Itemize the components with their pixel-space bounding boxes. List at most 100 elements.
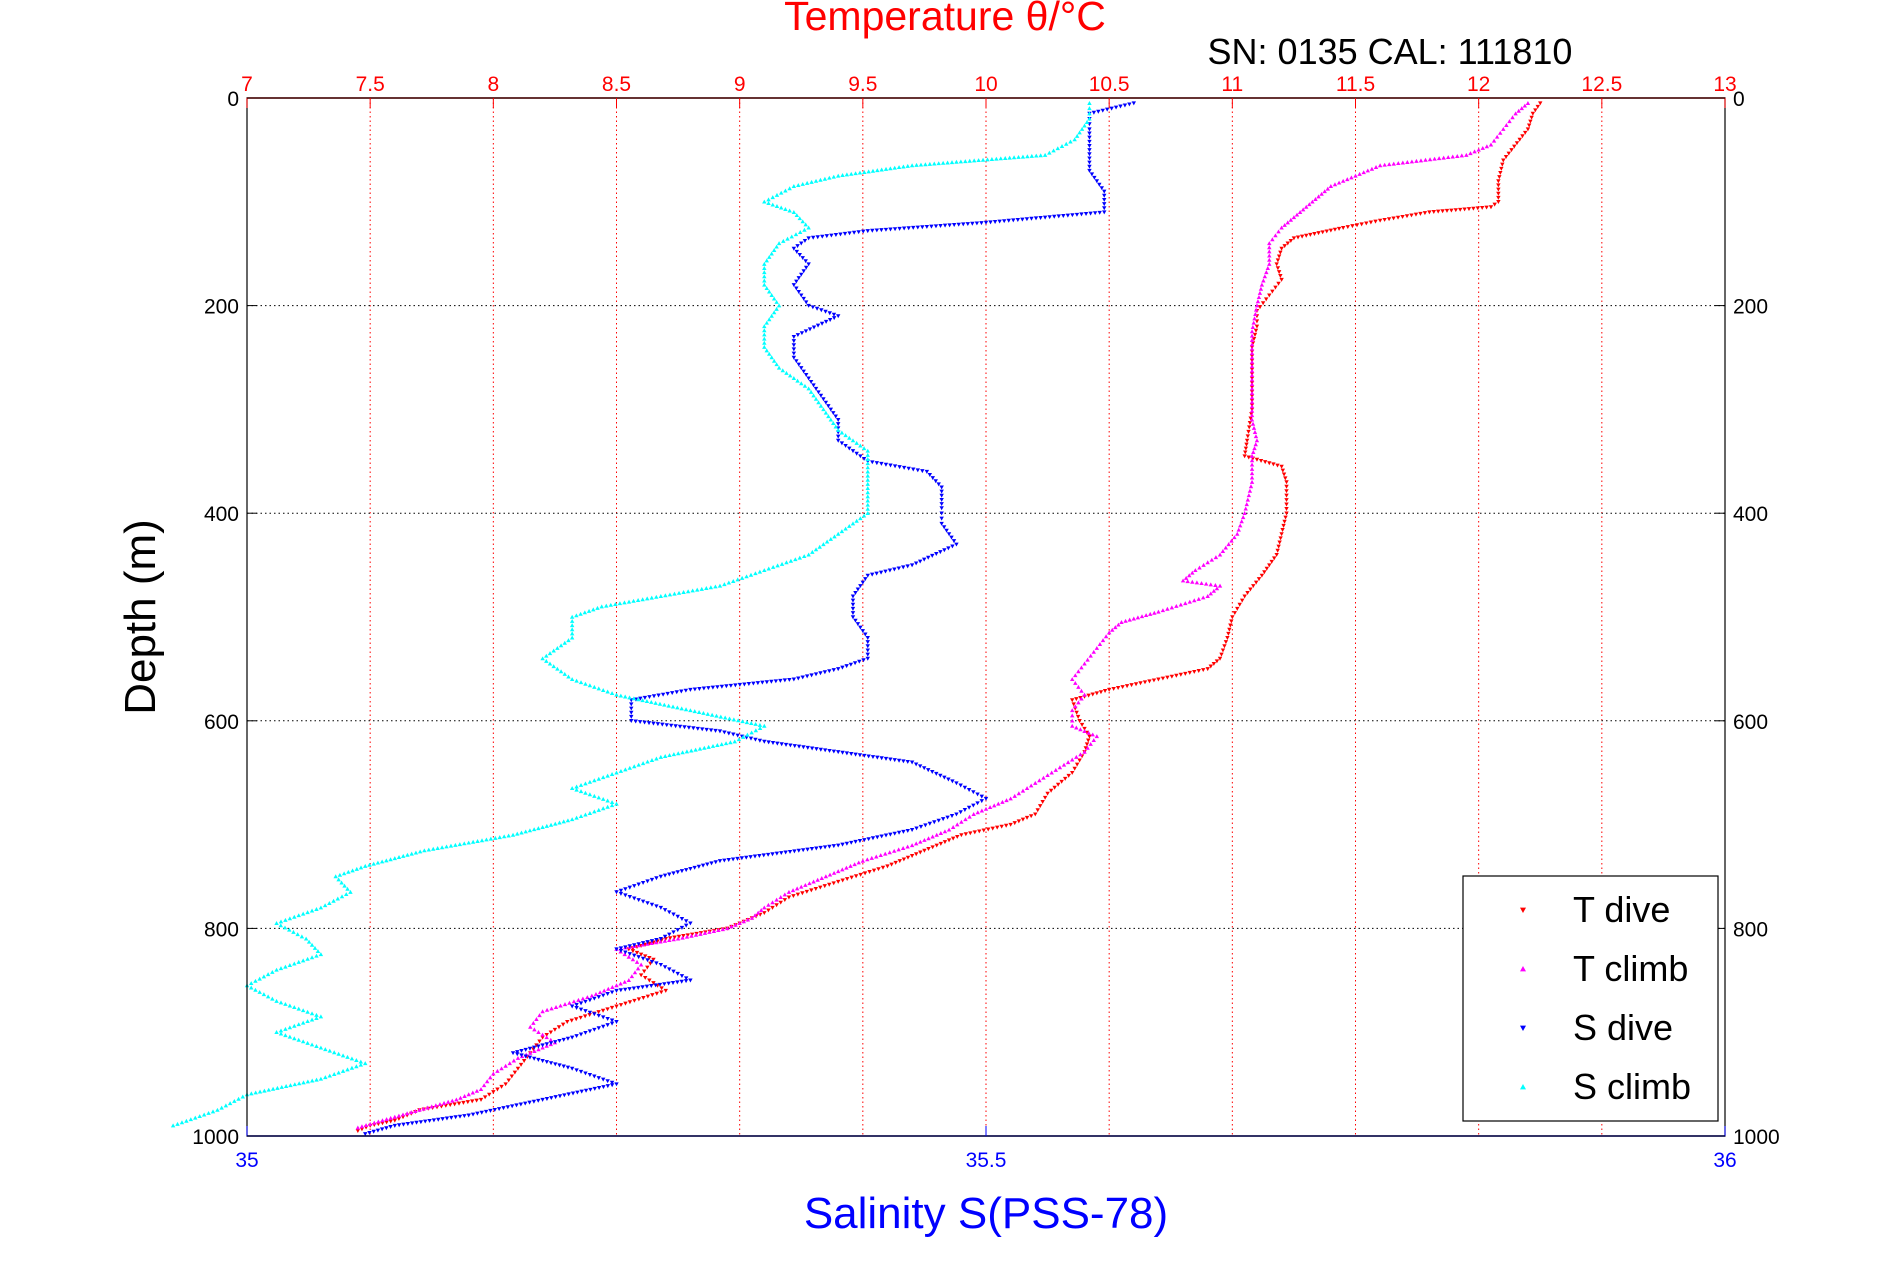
data-point xyxy=(929,224,934,229)
data-point xyxy=(966,787,972,792)
data-point xyxy=(253,978,258,983)
data-point xyxy=(1070,713,1075,718)
data-point xyxy=(578,1007,584,1012)
data-point xyxy=(1160,676,1166,681)
data-point xyxy=(980,157,986,162)
data-point xyxy=(557,1038,562,1043)
data-point xyxy=(436,1117,441,1122)
data-point xyxy=(861,446,867,451)
data-point xyxy=(569,1018,574,1023)
data-point xyxy=(906,226,911,231)
data-point xyxy=(646,721,652,726)
data-point xyxy=(1427,210,1432,215)
data-point xyxy=(655,722,661,727)
data-point xyxy=(632,884,637,889)
legend-marker xyxy=(1520,966,1526,972)
data-point xyxy=(823,410,829,415)
data-point xyxy=(1079,688,1084,693)
data-point xyxy=(717,729,723,734)
data-point xyxy=(762,266,767,270)
data-point xyxy=(1262,570,1267,575)
data-point xyxy=(592,996,597,1001)
data-point xyxy=(766,566,771,571)
data-point xyxy=(335,896,340,901)
data-point xyxy=(1228,623,1233,628)
data-point xyxy=(955,822,960,827)
data-point xyxy=(1304,233,1309,238)
data-point xyxy=(679,925,685,930)
data-point xyxy=(764,348,769,353)
data-point xyxy=(657,701,663,706)
data-point xyxy=(793,557,798,562)
data-point xyxy=(782,678,788,683)
data-point xyxy=(949,814,955,818)
data-point xyxy=(1078,752,1083,757)
data-point xyxy=(497,835,502,840)
data-point xyxy=(562,1002,568,1007)
data-point xyxy=(527,1046,533,1051)
data-point xyxy=(649,941,654,945)
bottom-tick-label: 36 xyxy=(1713,1149,1736,1172)
data-point xyxy=(679,689,684,694)
data-point xyxy=(861,658,866,663)
data-point xyxy=(1178,602,1184,607)
data-point xyxy=(815,877,820,882)
data-point xyxy=(975,792,980,797)
data-point xyxy=(340,1068,346,1073)
data-point xyxy=(288,1083,293,1088)
data-point xyxy=(972,830,978,835)
data-point xyxy=(318,1014,324,1019)
x-axis-label: Salinity S(PSS-78) xyxy=(804,1189,1168,1238)
data-point xyxy=(945,815,950,820)
data-point xyxy=(662,934,668,939)
data-point xyxy=(733,922,738,927)
data-point xyxy=(1253,307,1259,312)
right-tick-label: 0 xyxy=(1733,88,1745,111)
data-point xyxy=(813,396,819,401)
data-point xyxy=(934,552,939,556)
data-point xyxy=(1102,210,1107,215)
data-point xyxy=(955,834,960,839)
data-point xyxy=(823,874,829,879)
data-point xyxy=(503,1082,508,1087)
data-point xyxy=(1087,131,1092,136)
data-point xyxy=(1267,261,1272,266)
data-point xyxy=(1239,519,1244,524)
data-point xyxy=(860,629,866,634)
data-point xyxy=(1229,538,1234,543)
data-point xyxy=(576,997,581,1002)
data-point xyxy=(815,323,821,328)
data-point xyxy=(794,886,800,891)
data-point xyxy=(487,1092,492,1097)
data-point xyxy=(926,768,931,773)
data-point xyxy=(622,987,628,992)
data-point xyxy=(282,925,288,930)
data-point xyxy=(680,750,685,755)
data-point xyxy=(1084,742,1090,747)
data-point xyxy=(831,870,837,875)
data-point xyxy=(805,745,810,750)
data-point xyxy=(1252,332,1258,337)
data-point xyxy=(1106,630,1112,635)
data-point xyxy=(797,555,802,560)
data-point xyxy=(1274,262,1279,267)
data-point xyxy=(675,914,680,919)
data-point xyxy=(1291,236,1297,241)
data-point xyxy=(1294,212,1300,217)
data-point xyxy=(728,740,733,745)
data-point xyxy=(675,971,680,976)
data-point xyxy=(1368,220,1374,225)
data-point xyxy=(938,831,944,836)
data-point xyxy=(327,1048,332,1053)
data-point xyxy=(270,1086,276,1091)
data-point xyxy=(505,1105,511,1110)
data-point xyxy=(544,653,549,658)
data-point xyxy=(1340,225,1346,230)
data-point xyxy=(457,1114,463,1119)
data-point xyxy=(658,905,664,910)
data-point xyxy=(1336,226,1342,231)
data-point xyxy=(1264,270,1269,275)
data-point xyxy=(986,827,991,832)
data-point xyxy=(1526,123,1532,128)
